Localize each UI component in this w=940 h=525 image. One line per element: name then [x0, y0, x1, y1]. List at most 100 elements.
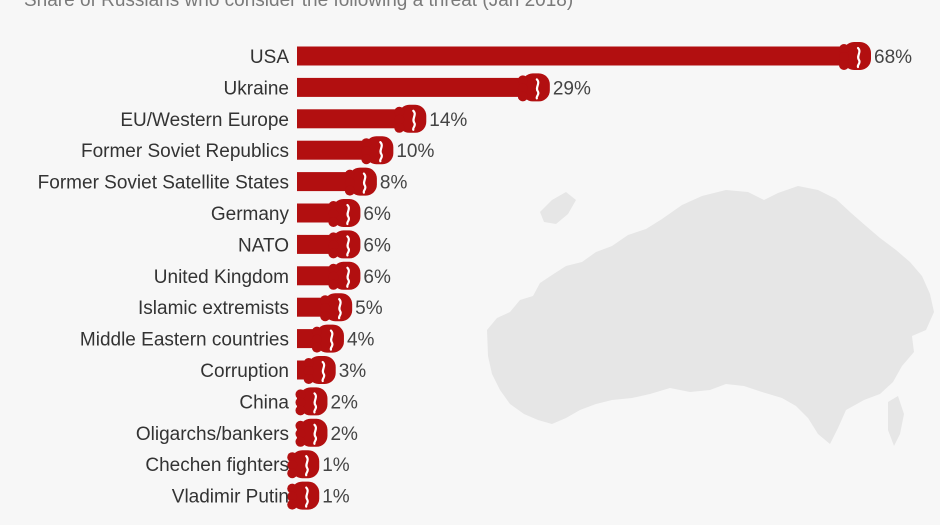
fist-knuckles [307, 356, 336, 384]
fist-finger [328, 201, 339, 211]
fist-finger [320, 311, 331, 322]
fist-finger [839, 44, 849, 54]
fist-finger [517, 91, 528, 102]
fist-thumb-line [379, 141, 383, 163]
raised-fist-icon [361, 136, 394, 165]
fist-thumb-line [337, 298, 342, 320]
fist-finger [303, 374, 314, 384]
category-label: NATO [238, 235, 289, 256]
raised-fist-icon [328, 199, 361, 227]
category-label: Former Soviet Satellite States [38, 173, 289, 194]
raised-fist-icon [344, 167, 377, 196]
fist-knuckles [315, 324, 344, 353]
fist-finger [517, 83, 528, 94]
fist-finger [394, 122, 405, 133]
fist-knuckles [843, 42, 871, 70]
value-label: 4% [347, 330, 375, 351]
raised-fist-icon [328, 261, 361, 290]
fist-finger [328, 263, 339, 274]
fist-knuckles [521, 73, 550, 102]
fist-finger [320, 303, 331, 314]
value-label: 1% [322, 455, 350, 476]
fist-finger [361, 146, 372, 157]
fist-thumb-line [321, 360, 326, 383]
raised-fist-icon [287, 450, 320, 479]
fist-finger [287, 452, 298, 463]
fist-knuckles [332, 199, 361, 227]
fist-finger [287, 491, 298, 502]
fist-finger [287, 468, 298, 479]
raised-fist-icon [394, 104, 427, 133]
value-label: 3% [339, 361, 367, 382]
value-label: 5% [355, 298, 383, 319]
fist-finger [328, 217, 339, 227]
raised-fist-icon [328, 230, 361, 259]
fist-knuckles [365, 136, 394, 165]
fist-finger [394, 106, 405, 117]
value-label: 68% [874, 47, 912, 68]
fist-finger [344, 185, 355, 196]
value-label: 1% [322, 487, 350, 508]
category-label: EU/Western Europe [120, 110, 289, 131]
fist-knuckles [299, 418, 328, 447]
category-label: Chechen fighters [145, 455, 289, 476]
value-label: 14% [429, 110, 467, 131]
fist-thumb-line [412, 109, 416, 131]
value-label: 6% [363, 204, 391, 225]
fist-finger [320, 295, 331, 306]
value-label: 2% [330, 392, 358, 413]
fist-thumb-line [856, 46, 861, 69]
category-label: United Kingdom [154, 267, 289, 288]
raised-fist-icon [320, 293, 353, 322]
value-label: 2% [330, 424, 358, 445]
fist-finger [295, 436, 306, 447]
fist-knuckles [291, 450, 320, 479]
fist-finger [839, 60, 849, 70]
category-label: Former Soviet Republics [81, 141, 289, 162]
category-label: Corruption [200, 361, 289, 382]
value-label: 8% [380, 173, 408, 194]
category-label: Middle Eastern countries [80, 330, 289, 351]
value-label: 29% [553, 78, 591, 99]
bar [297, 46, 853, 66]
fist-finger [311, 326, 322, 337]
raised-fist-icon [295, 418, 328, 447]
category-label: Germany [211, 204, 290, 225]
fist-thumb-line [346, 266, 351, 288]
category-label: USA [250, 47, 289, 68]
chart-subtitle: Share of Russians who consider the follo… [24, 0, 574, 11]
fist-finger [295, 405, 306, 416]
fist-finger [328, 279, 339, 290]
fist-thumb-line [362, 172, 367, 194]
fist-finger [328, 240, 339, 251]
fist-knuckles [398, 104, 427, 133]
fist-finger [303, 358, 314, 368]
fist-finger [295, 389, 306, 400]
fist-thumb-line [346, 235, 351, 257]
fist-finger [344, 169, 355, 180]
fist-finger [295, 420, 306, 431]
fist-finger [303, 366, 314, 376]
fist-knuckles [291, 481, 320, 510]
value-label: 6% [363, 267, 391, 288]
fist-finger [328, 232, 339, 243]
fist-finger [311, 342, 322, 353]
fist-thumb-line [535, 78, 540, 100]
fist-knuckles [324, 293, 353, 322]
fist-knuckles [332, 261, 361, 290]
bar [297, 140, 376, 160]
raised-fist-icon [839, 42, 871, 70]
fist-finger [328, 271, 339, 282]
fist-knuckles [332, 230, 361, 259]
fist-finger [311, 334, 322, 345]
bar [297, 109, 409, 129]
fist-finger [344, 177, 355, 188]
fist-finger [328, 209, 339, 219]
category-label: Islamic extremists [138, 298, 289, 319]
fist-thumb-line [346, 203, 351, 226]
value-label: 6% [363, 235, 391, 256]
fist-finger [394, 114, 405, 125]
category-label: China [239, 392, 289, 413]
fist-finger [361, 138, 372, 149]
